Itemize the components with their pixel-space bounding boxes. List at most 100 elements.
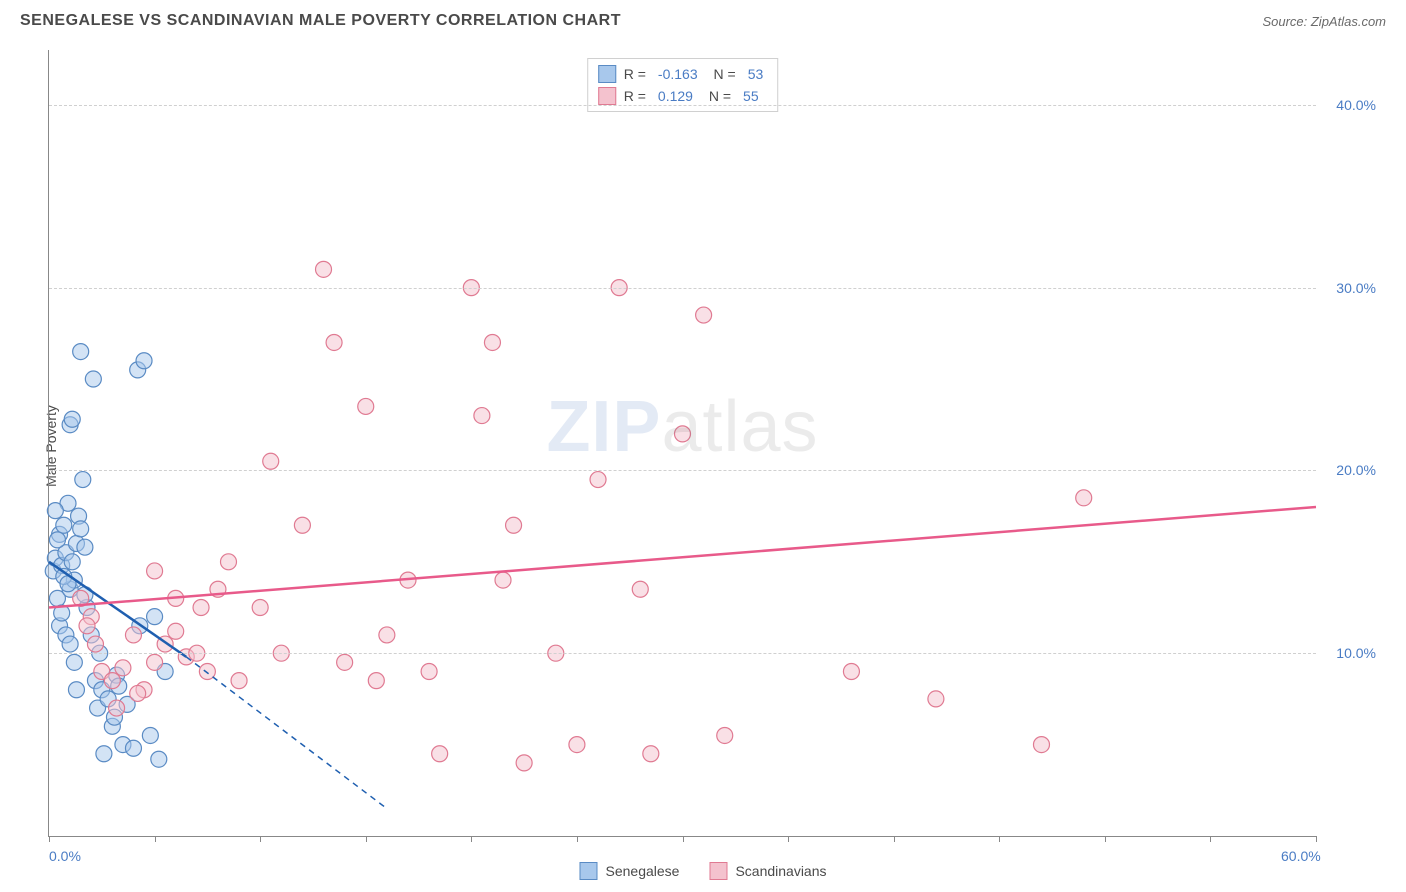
data-point bbox=[337, 654, 353, 670]
data-point bbox=[516, 755, 532, 771]
data-point bbox=[432, 746, 448, 762]
x-tick bbox=[683, 836, 684, 842]
legend-item: Scandinavians bbox=[709, 862, 826, 880]
data-point bbox=[474, 408, 490, 424]
data-point bbox=[220, 554, 236, 570]
data-point bbox=[263, 453, 279, 469]
data-point bbox=[68, 682, 84, 698]
x-tick bbox=[577, 836, 578, 842]
y-tick-label: 10.0% bbox=[1336, 645, 1376, 661]
data-point bbox=[506, 517, 522, 533]
data-point bbox=[136, 353, 152, 369]
data-point bbox=[104, 673, 120, 689]
data-point bbox=[1076, 490, 1092, 506]
data-point bbox=[294, 517, 310, 533]
data-point bbox=[96, 746, 112, 762]
data-point bbox=[109, 700, 125, 716]
data-point bbox=[75, 472, 91, 488]
x-tick bbox=[1316, 836, 1317, 842]
x-tick bbox=[471, 836, 472, 842]
data-point bbox=[326, 334, 342, 350]
legend-swatch bbox=[579, 862, 597, 880]
data-point bbox=[125, 740, 141, 756]
x-tick-label: 60.0% bbox=[1281, 848, 1321, 864]
data-point bbox=[696, 307, 712, 323]
gridline bbox=[49, 105, 1316, 106]
data-point bbox=[632, 581, 648, 597]
legend-swatch bbox=[709, 862, 727, 880]
data-point bbox=[421, 663, 437, 679]
data-point bbox=[495, 572, 511, 588]
data-point bbox=[147, 609, 163, 625]
data-point bbox=[843, 663, 859, 679]
data-point bbox=[193, 600, 209, 616]
x-tick bbox=[1105, 836, 1106, 842]
legend-n-value: 53 bbox=[744, 66, 768, 82]
data-point bbox=[77, 539, 93, 555]
data-point bbox=[379, 627, 395, 643]
data-point bbox=[590, 472, 606, 488]
data-point bbox=[231, 673, 247, 689]
data-point bbox=[147, 654, 163, 670]
legend-r-label: R = bbox=[624, 66, 646, 82]
data-point bbox=[368, 673, 384, 689]
legend-n-label: N = bbox=[705, 88, 731, 104]
data-point bbox=[87, 636, 103, 652]
legend-label: Scandinavians bbox=[735, 863, 826, 879]
data-point bbox=[47, 503, 63, 519]
data-point bbox=[64, 554, 80, 570]
data-point bbox=[147, 563, 163, 579]
legend-r-label: R = bbox=[624, 88, 646, 104]
trend-line-extrapolated bbox=[186, 657, 387, 809]
y-tick-label: 20.0% bbox=[1336, 462, 1376, 478]
legend-r-value: 0.129 bbox=[654, 88, 697, 104]
y-tick-label: 30.0% bbox=[1336, 280, 1376, 296]
legend-swatch bbox=[598, 87, 616, 105]
data-point bbox=[73, 521, 89, 537]
data-point bbox=[62, 636, 78, 652]
data-point bbox=[56, 517, 72, 533]
y-tick-label: 40.0% bbox=[1336, 97, 1376, 113]
data-point bbox=[151, 751, 167, 767]
legend-swatch bbox=[598, 65, 616, 83]
x-tick bbox=[999, 836, 1000, 842]
legend-stat-row: R = -0.163 N = 53 bbox=[598, 63, 768, 85]
legend-label: Senegalese bbox=[605, 863, 679, 879]
data-point bbox=[66, 654, 82, 670]
data-point bbox=[1033, 737, 1049, 753]
legend-n-label: N = bbox=[710, 66, 736, 82]
data-point bbox=[569, 737, 585, 753]
data-point bbox=[316, 261, 332, 277]
data-point bbox=[675, 426, 691, 442]
data-point bbox=[643, 746, 659, 762]
data-point bbox=[115, 660, 131, 676]
data-point bbox=[85, 371, 101, 387]
legend-stat-row: R = 0.129 N = 55 bbox=[598, 85, 768, 107]
data-point bbox=[73, 344, 89, 360]
x-tick bbox=[366, 836, 367, 842]
gridline bbox=[49, 470, 1316, 471]
legend-n-value: 55 bbox=[739, 88, 763, 104]
chart-area: ZIPatlas R =-0.163 N =53R =0.129 N =55 1… bbox=[48, 50, 1316, 837]
x-tick-label: 0.0% bbox=[49, 848, 81, 864]
legend-r-value: -0.163 bbox=[654, 66, 702, 82]
data-point bbox=[252, 600, 268, 616]
trend-line bbox=[49, 507, 1316, 608]
chart-title: SENEGALESE VS SCANDINAVIAN MALE POVERTY … bbox=[20, 12, 621, 30]
data-point bbox=[125, 627, 141, 643]
data-point bbox=[49, 532, 65, 548]
gridline bbox=[49, 288, 1316, 289]
data-point bbox=[142, 727, 158, 743]
scatter-plot bbox=[49, 50, 1316, 836]
data-point bbox=[484, 334, 500, 350]
data-point bbox=[130, 685, 146, 701]
data-point bbox=[928, 691, 944, 707]
legend-item: Senegalese bbox=[579, 862, 679, 880]
x-tick bbox=[260, 836, 261, 842]
data-point bbox=[168, 623, 184, 639]
source-label: Source: ZipAtlas.com bbox=[1262, 14, 1386, 29]
x-tick bbox=[1210, 836, 1211, 842]
x-tick bbox=[894, 836, 895, 842]
data-point bbox=[717, 727, 733, 743]
x-tick bbox=[155, 836, 156, 842]
